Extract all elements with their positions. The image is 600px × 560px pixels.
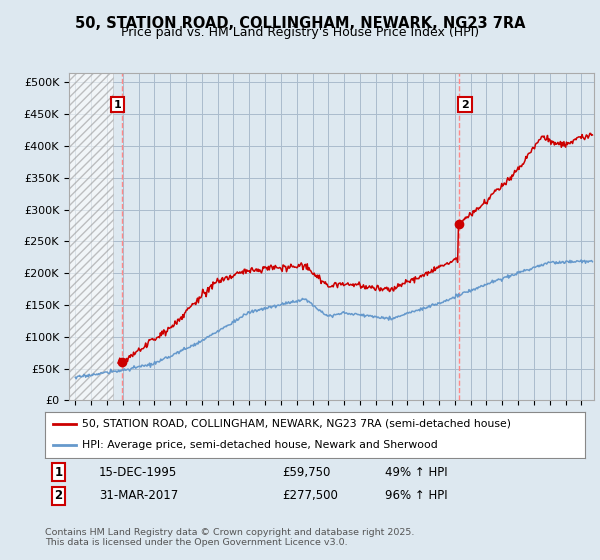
Text: 2: 2 [55,489,62,502]
Text: 50, STATION ROAD, COLLINGHAM, NEWARK, NG23 7RA (semi-detached house): 50, STATION ROAD, COLLINGHAM, NEWARK, NG… [82,419,511,429]
Text: Contains HM Land Registry data © Crown copyright and database right 2025.
This d: Contains HM Land Registry data © Crown c… [45,528,415,547]
Text: 31-MAR-2017: 31-MAR-2017 [99,489,178,502]
Text: 49% ↑ HPI: 49% ↑ HPI [385,465,448,479]
Text: £277,500: £277,500 [283,489,338,502]
Text: HPI: Average price, semi-detached house, Newark and Sherwood: HPI: Average price, semi-detached house,… [82,440,437,450]
Text: £59,750: £59,750 [283,465,331,479]
Text: 1: 1 [55,465,62,479]
Text: 50, STATION ROAD, COLLINGHAM, NEWARK, NG23 7RA: 50, STATION ROAD, COLLINGHAM, NEWARK, NG… [75,16,525,31]
Text: 1: 1 [113,100,121,110]
Bar [69,73,113,400]
Text: Price paid vs. HM Land Registry's House Price Index (HPI): Price paid vs. HM Land Registry's House … [121,26,479,39]
Text: 96% ↑ HPI: 96% ↑ HPI [385,489,448,502]
Text: 2: 2 [461,100,469,110]
Text: 15-DEC-1995: 15-DEC-1995 [99,465,177,479]
